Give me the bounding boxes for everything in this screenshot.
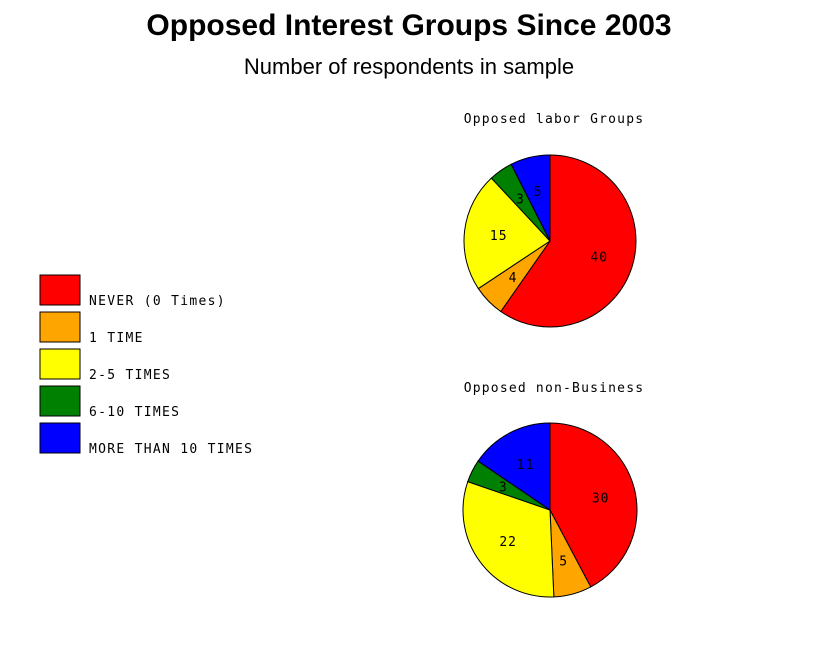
pie-slice — [462, 481, 555, 598]
legend-label: 2-5 TIMES — [89, 368, 171, 383]
pie-slice-label: 4 — [509, 271, 518, 286]
legend-item: 2-5 TIMES — [39, 348, 171, 383]
chart-title: Opposed Interest Groups Since 2003 — [146, 9, 672, 42]
pie-slice-label: 22 — [499, 535, 517, 550]
legend-swatch — [39, 422, 81, 454]
pie-slice-label: 40 — [590, 250, 608, 265]
legend-swatch — [39, 311, 81, 343]
legend-item: MORE THAN 10 TIMES — [39, 422, 253, 457]
pie-slice — [549, 422, 638, 588]
legend-label: 1 TIME — [89, 331, 144, 346]
pie-slice — [500, 154, 637, 328]
pie-slice — [510, 154, 551, 242]
pie-slice-label: 5 — [534, 185, 543, 200]
pie-slice — [463, 177, 551, 290]
legend-swatch — [39, 348, 81, 380]
pie-slice-label: 3 — [499, 481, 508, 496]
pie-slice-label: 11 — [517, 458, 535, 473]
pie-title: Opposed labor Groups — [464, 112, 645, 127]
pie-slice — [477, 422, 551, 511]
pie-slice-label: 5 — [559, 554, 568, 569]
pie-chart: Opposed labor Groups 40 4 15 35 — [463, 112, 645, 328]
chart-subtitle: Number of respondents in sample — [243, 54, 575, 79]
pie-slice-label: 15 — [490, 229, 508, 244]
legend-label: MORE THAN 10 TIMES — [89, 442, 253, 457]
legend-item: 6-10 TIMES — [39, 385, 180, 420]
legend-swatch — [39, 274, 81, 306]
pie-chart: Opposed non-Business 30 5 22 3 11 — [462, 381, 645, 598]
legend-label: 6-10 TIMES — [89, 405, 180, 420]
legend-swatch — [39, 385, 81, 417]
pie-title: Opposed non-Business — [464, 381, 645, 396]
legend-item: 1 TIME — [39, 311, 144, 346]
pie-slice-label: 3 — [516, 193, 525, 208]
legend-label: NEVER (0 Times) — [89, 294, 226, 309]
legend-item: NEVER (0 Times) — [39, 274, 226, 309]
pie-slice-label: 30 — [592, 491, 610, 506]
